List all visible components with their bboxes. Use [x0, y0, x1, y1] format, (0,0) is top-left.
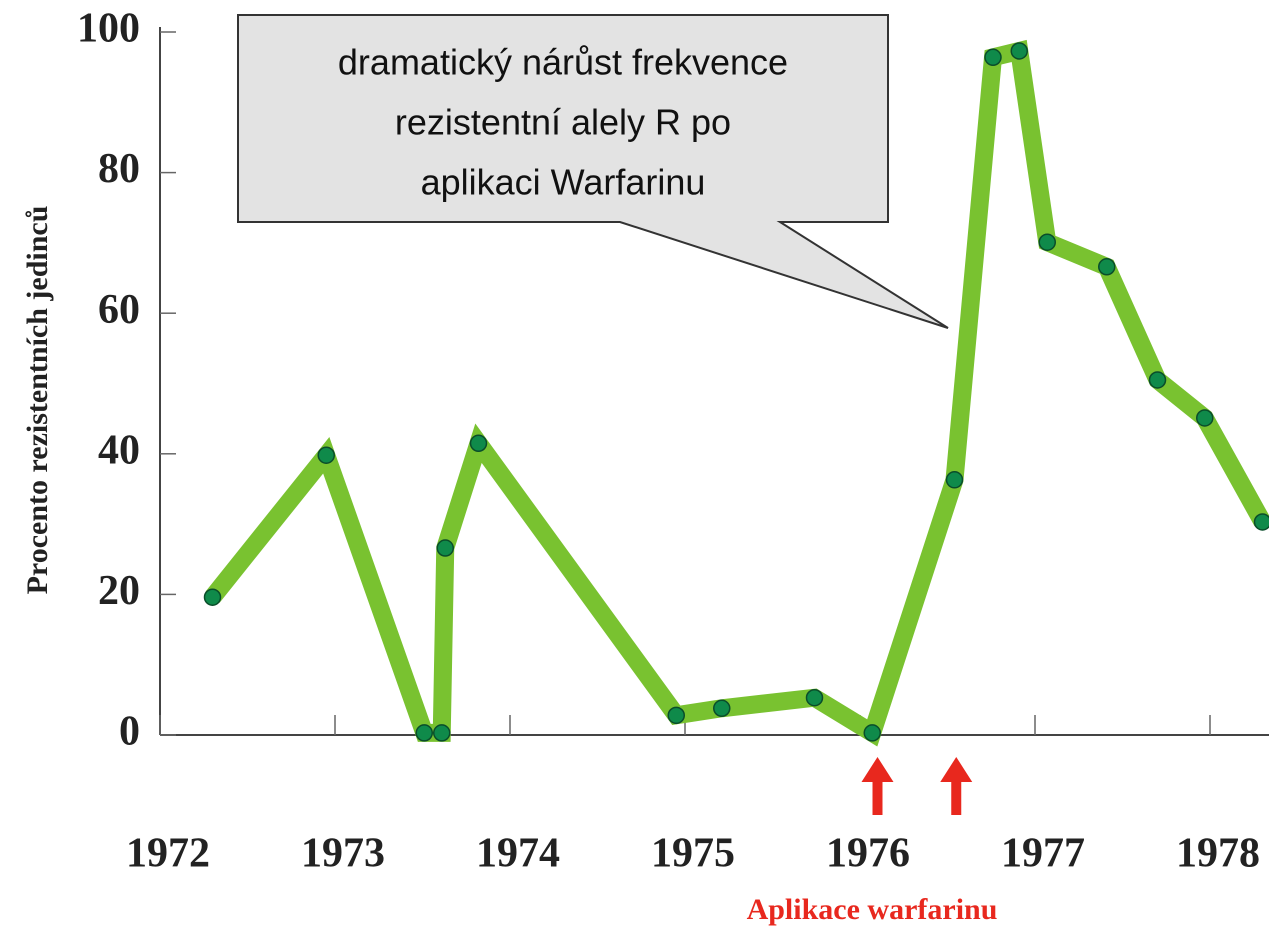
- x-tick-label: 1973: [301, 831, 385, 877]
- application-arrow: [861, 757, 894, 815]
- data-point: [1253, 513, 1269, 531]
- data-point: [436, 539, 454, 557]
- x-axis-label: Aplikace warfarinu: [747, 893, 998, 926]
- data-point: [713, 699, 731, 718]
- data-point: [1098, 258, 1116, 276]
- annotation: rezistentní alely R po: [395, 102, 731, 143]
- y-axis-label: Procento rezistentních jedinců: [21, 206, 54, 595]
- y-tick-label: 60: [98, 287, 140, 333]
- x-tick-label: 1977: [1001, 831, 1085, 877]
- data-point: [984, 48, 1002, 67]
- data-point: [469, 434, 488, 453]
- data-point: [1038, 233, 1056, 251]
- callout-box: [237, 14, 949, 329]
- x-tick-label: 1974: [476, 831, 560, 877]
- x-tick-label: 1976: [826, 831, 910, 877]
- data-point: [1196, 409, 1214, 427]
- y-tick-label: 20: [98, 568, 140, 614]
- annotation: aplikaci Warfarinu: [421, 162, 706, 203]
- data-point: [1148, 371, 1167, 389]
- data-point: [1010, 42, 1028, 60]
- y-tick-label: 0: [119, 709, 140, 755]
- data-point: [203, 588, 222, 606]
- data-point: [415, 724, 433, 742]
- x-tick-label: 1975: [651, 831, 735, 877]
- y-tick-label: 80: [98, 146, 140, 192]
- x-tick-label: 1972: [126, 831, 210, 877]
- y-tick-label: 100: [77, 6, 140, 52]
- x-tick-label: 1978: [1176, 831, 1260, 877]
- data-point: [317, 446, 335, 464]
- data-point: [805, 688, 824, 707]
- application-arrow: [940, 757, 973, 815]
- axes: 0 20 40 60 80 100 1972 1973 1974 1975 1976 1977 1978: [77, 6, 1269, 877]
- data-point: [667, 706, 685, 725]
- annotation: dramatický nárůst frekvence: [338, 42, 788, 83]
- data-point: [433, 724, 451, 742]
- data-point: [863, 724, 881, 742]
- data-point: [945, 471, 964, 489]
- y-tick-label: 40: [98, 427, 140, 473]
